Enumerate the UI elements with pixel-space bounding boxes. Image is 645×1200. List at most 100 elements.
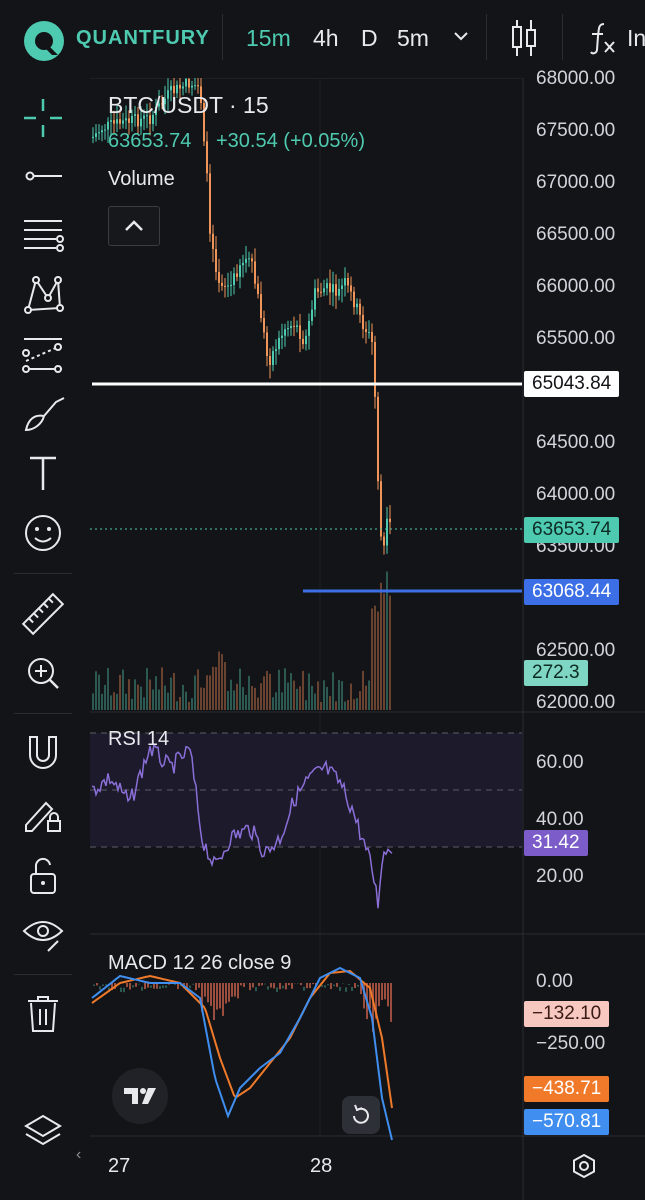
- candle-body: [218, 272, 220, 283]
- candle-body: [302, 338, 304, 345]
- macd-histogram-bar: [267, 986, 269, 990]
- macd-histogram-bar: [270, 983, 272, 988]
- volume-bar: [344, 701, 346, 710]
- indicators-label[interactable]: In: [627, 25, 645, 51]
- macd-label[interactable]: MACD 12 26 close 9: [108, 952, 292, 974]
- macd-histogram-bar: [135, 983, 137, 987]
- object-tree-layers-icon[interactable]: [18, 1110, 68, 1156]
- volume-label[interactable]: Volume: [108, 168, 175, 190]
- macd-histogram-bar: [231, 983, 233, 997]
- candle-body: [188, 78, 190, 88]
- chart-canvas[interactable]: [90, 78, 645, 1200]
- volume-bar: [365, 685, 367, 710]
- rsi-axis-label: 20.00: [536, 866, 584, 887]
- candle-body: [314, 288, 316, 310]
- macd-histogram-bar: [369, 983, 371, 1009]
- timeframe-5m-button[interactable]: 5m: [397, 25, 429, 51]
- timeframe-4h-button[interactable]: 4h: [313, 25, 339, 51]
- candlestick-chart-type-icon[interactable]: [510, 18, 538, 58]
- volume-bar: [302, 670, 304, 710]
- candle-body: [161, 103, 163, 105]
- volume-bar: [251, 686, 253, 710]
- volume-bar: [212, 666, 214, 710]
- forecast-tool-icon[interactable]: [18, 331, 68, 377]
- volume-bar: [248, 675, 250, 710]
- chevron-down-icon[interactable]: [451, 26, 471, 46]
- macd-histogram-bar: [120, 987, 122, 993]
- trash-icon[interactable]: [18, 991, 68, 1037]
- candle-body: [380, 481, 382, 537]
- rsi-value-tag: 31.42: [524, 830, 588, 856]
- volume-bar: [380, 582, 382, 710]
- tradingview-logo[interactable]: [112, 1068, 168, 1124]
- lock-drawings-icon[interactable]: [18, 791, 68, 837]
- rotate-reset-icon: [353, 1104, 369, 1124]
- horizontal-line-price-tag[interactable]: 65043.84: [524, 371, 620, 397]
- candle-body: [365, 329, 367, 333]
- candle-body: [191, 85, 193, 88]
- toolbar-divider: [14, 573, 72, 574]
- volume-bar: [119, 674, 121, 710]
- unlock-icon[interactable]: [18, 853, 68, 899]
- indicators-fx-icon[interactable]: [586, 20, 618, 56]
- candle-body: [263, 318, 265, 333]
- volume-bar: [146, 668, 148, 710]
- blue-line-price-tag[interactable]: 63068.44: [524, 579, 620, 605]
- price-axis-label: 64000.00: [536, 484, 616, 505]
- volume-bar: [149, 679, 151, 710]
- volume-bar: [197, 669, 199, 710]
- macd-histogram-bar: [255, 987, 257, 992]
- candle-body: [383, 536, 385, 546]
- macd-histogram-bar: [198, 983, 200, 988]
- macd-histogram-bar: [339, 986, 341, 991]
- pattern-tool-icon[interactable]: [18, 272, 68, 318]
- drawing-toolbar: ‹: [0, 78, 90, 1200]
- macd-histogram-bar: [309, 983, 311, 988]
- crosshair-icon[interactable]: [18, 95, 68, 141]
- candle-body: [356, 303, 358, 308]
- candle-body: [269, 356, 271, 365]
- reset-chart-button[interactable]: [342, 1096, 380, 1134]
- magnet-icon[interactable]: [18, 731, 68, 777]
- volume-bar: [203, 687, 205, 710]
- ruler-icon[interactable]: [18, 591, 68, 637]
- price-axis-label: 64500.00: [536, 432, 616, 453]
- volume-value-tag: 272.3: [524, 660, 588, 686]
- rsi-label[interactable]: RSI 14: [108, 728, 170, 750]
- candle-body: [137, 114, 139, 127]
- chevron-left-icon[interactable]: ‹: [76, 1146, 82, 1163]
- timeframe-d-button[interactable]: D: [361, 25, 378, 51]
- settings-gear-icon[interactable]: [570, 1152, 598, 1180]
- candle-body: [275, 349, 277, 352]
- timeframe-15m-button[interactable]: 15m: [246, 25, 291, 51]
- candle-body: [317, 288, 319, 292]
- candle-body: [107, 121, 109, 130]
- macd-histogram-bar: [102, 984, 104, 987]
- volume-bar: [191, 698, 193, 710]
- volume-bar: [122, 669, 124, 710]
- volume-bar: [272, 697, 274, 710]
- volume-bar: [305, 700, 307, 710]
- emoji-icon[interactable]: [18, 510, 68, 556]
- candle-body: [353, 291, 355, 308]
- volume-bar: [179, 696, 181, 710]
- collapse-legend-button[interactable]: [108, 206, 160, 246]
- macd-histogram-bar: [195, 983, 197, 991]
- macd-histogram-tag: −132.10: [524, 1001, 610, 1027]
- macd-histogram-bar: [129, 983, 131, 990]
- macd-histogram-bar: [165, 985, 167, 988]
- zoom-in-icon[interactable]: [18, 650, 68, 696]
- visibility-eye-icon[interactable]: [18, 911, 68, 957]
- volume-bar: [299, 686, 301, 710]
- candle-body: [206, 141, 208, 174]
- symbol-title[interactable]: BTC/USDT · 15: [108, 92, 269, 118]
- fib-retracement-icon[interactable]: [18, 213, 68, 259]
- trend-line-icon[interactable]: [18, 153, 68, 199]
- text-tool-icon[interactable]: [18, 450, 68, 496]
- brush-icon[interactable]: [18, 390, 68, 436]
- candle-body: [173, 85, 175, 94]
- rsi-axis-label: 60.00: [536, 752, 584, 773]
- macd-histogram-bar: [243, 983, 245, 987]
- candle-body: [332, 284, 334, 293]
- macd-histogram-bar: [177, 983, 179, 990]
